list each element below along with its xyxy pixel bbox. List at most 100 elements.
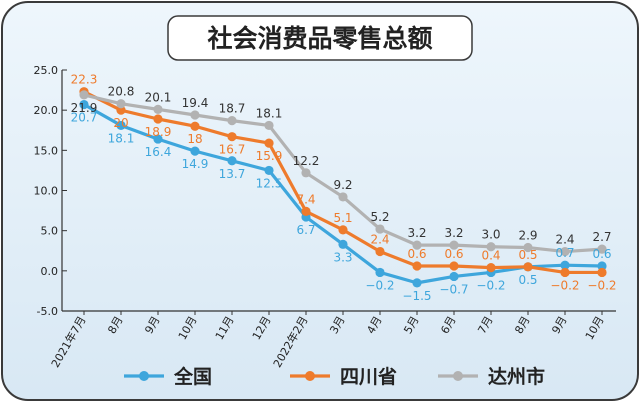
data-point xyxy=(301,168,311,178)
data-point xyxy=(264,120,274,131)
data-label: 13.7 xyxy=(219,167,246,181)
data-label: 9.2 xyxy=(333,178,352,192)
legend-swatch-marker xyxy=(305,371,315,381)
data-label: 18.1 xyxy=(256,106,283,120)
legend-swatch-marker xyxy=(453,371,463,381)
data-label: 20.1 xyxy=(145,90,172,104)
data-label: 0.6 xyxy=(592,247,611,261)
data-point xyxy=(190,146,200,156)
data-point xyxy=(375,246,385,257)
data-labels: 20.7 18.1 16.4 14.9 13.7 12.5 6.7 3.3 −0.2 −1.5 −0… xyxy=(71,73,617,303)
data-point xyxy=(412,261,422,271)
data-point xyxy=(227,116,237,126)
data-label: 0.5 xyxy=(518,273,537,287)
data-point xyxy=(190,110,200,120)
data-label: 3.2 xyxy=(407,226,426,240)
data-label: 16.7 xyxy=(219,143,246,157)
data-point xyxy=(79,90,89,100)
data-point xyxy=(227,132,237,142)
y-tick-label: 10.0 xyxy=(34,185,59,198)
data-label: 12.5 xyxy=(256,176,283,190)
data-point xyxy=(116,99,126,109)
data-point xyxy=(301,206,311,216)
data-point xyxy=(79,99,89,110)
y-tick-label: -5.0 xyxy=(37,305,58,318)
data-point xyxy=(486,242,496,252)
data-label: −0.2 xyxy=(365,278,394,292)
data-label: 0.7 xyxy=(555,246,574,260)
data-label: 5.1 xyxy=(333,211,352,225)
chart-legend: 全国 四川省 达州市 xyxy=(124,365,545,388)
data-label: −1.5 xyxy=(402,289,431,303)
y-tick-label: 15.0 xyxy=(34,144,59,157)
data-point xyxy=(375,267,385,278)
data-label: 16.4 xyxy=(145,145,172,159)
legend-label: 达州市 xyxy=(488,365,545,388)
data-label: 18.1 xyxy=(108,131,135,145)
data-label: 2.9 xyxy=(518,229,537,243)
data-point xyxy=(560,267,570,278)
y-tick-label: 0.0 xyxy=(41,265,59,278)
series-lines xyxy=(79,87,607,288)
data-label: 20.8 xyxy=(108,85,135,99)
data-label: 7.4 xyxy=(296,192,315,206)
data-label: 2.4 xyxy=(370,233,389,247)
data-point xyxy=(190,121,200,131)
data-point xyxy=(412,278,422,288)
data-point xyxy=(560,246,570,257)
data-point xyxy=(264,138,274,148)
data-point xyxy=(153,134,163,144)
data-point xyxy=(597,261,607,271)
data-label: 3.3 xyxy=(333,250,352,264)
data-label: 18 xyxy=(187,132,202,146)
y-tick-label: 5.0 xyxy=(41,225,59,238)
data-label: 3.0 xyxy=(481,228,500,242)
data-point xyxy=(338,192,348,202)
data-label: 0.6 xyxy=(407,247,426,261)
data-label: 22.3 xyxy=(71,73,98,87)
data-label: 19.4 xyxy=(182,96,209,110)
data-label: 0.5 xyxy=(518,248,537,262)
data-label: 21.9 xyxy=(71,101,98,115)
data-label: −0.7 xyxy=(439,282,468,296)
data-point xyxy=(449,240,459,250)
data-point xyxy=(449,271,459,282)
y-tick-label: 25.0 xyxy=(34,64,59,77)
data-label: −0.2 xyxy=(550,278,579,292)
data-point xyxy=(264,165,274,176)
data-label: −0.2 xyxy=(587,278,616,292)
data-label: 2.7 xyxy=(592,230,611,244)
data-point xyxy=(116,105,126,115)
legend-swatch-marker xyxy=(139,371,149,381)
data-point xyxy=(523,242,533,253)
data-label: 0.4 xyxy=(481,249,500,263)
data-label: 5.2 xyxy=(370,210,389,224)
data-label: 20 xyxy=(113,116,128,130)
data-label: 12.2 xyxy=(293,154,320,168)
title-box xyxy=(167,15,473,61)
data-point xyxy=(227,156,237,166)
data-point xyxy=(597,267,607,278)
legend-label: 全国 xyxy=(173,365,212,388)
data-label: 18.7 xyxy=(219,102,246,116)
data-label: 18.9 xyxy=(145,125,172,139)
data-label: 3.2 xyxy=(444,226,463,240)
data-label: −0.2 xyxy=(476,278,505,292)
data-label: 20.7 xyxy=(71,111,98,125)
data-label: 0.6 xyxy=(444,247,463,261)
data-point xyxy=(338,239,348,249)
data-label: 15.9 xyxy=(256,149,283,163)
data-point xyxy=(486,263,496,273)
data-point xyxy=(153,104,163,114)
data-point xyxy=(523,262,533,272)
data-point xyxy=(116,120,126,131)
data-label: 2.4 xyxy=(555,233,574,247)
data-point xyxy=(153,114,163,124)
data-label: 14.9 xyxy=(182,157,209,171)
data-point xyxy=(597,244,607,254)
data-label: 6.7 xyxy=(296,223,315,237)
data-point xyxy=(560,260,570,270)
y-tick-label: 20.0 xyxy=(34,104,59,117)
